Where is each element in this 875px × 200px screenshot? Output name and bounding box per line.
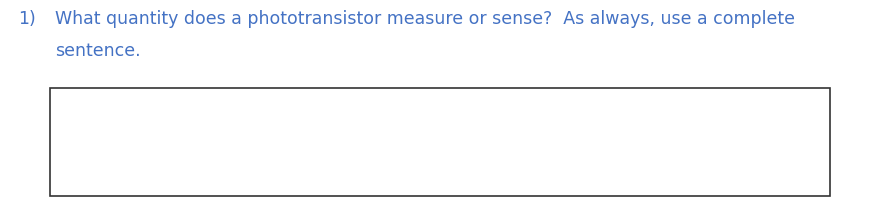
Text: sentence.: sentence. <box>55 42 141 60</box>
Bar <box>50 88 830 196</box>
Text: What quantity does a phototransistor measure or sense?  As always, use a complet: What quantity does a phototransistor mea… <box>55 10 795 28</box>
Text: 1): 1) <box>18 10 36 28</box>
